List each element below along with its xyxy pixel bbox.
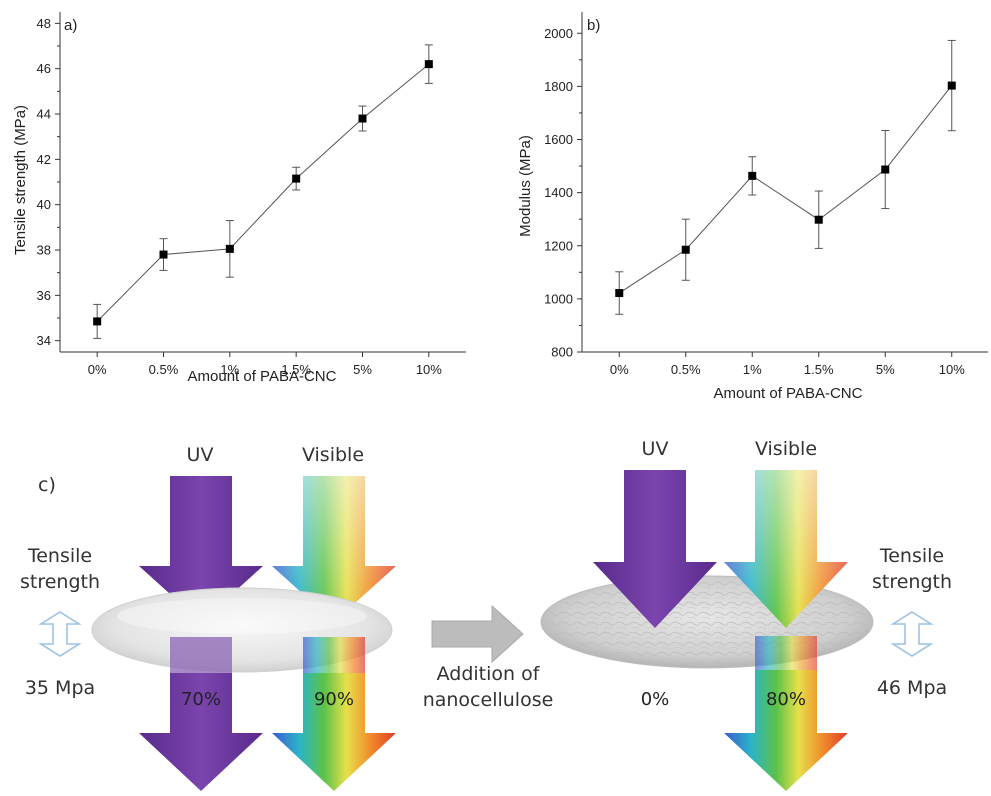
x-tick-label: 0% (610, 362, 629, 377)
x-tick-label: 10% (416, 362, 442, 377)
data-point-marker (947, 81, 956, 90)
y-tick-label: 1600 (544, 132, 573, 147)
panel-b-y-axis-label: Modulus (MPa) (517, 135, 534, 237)
right-uv-label: UV (642, 438, 669, 460)
y-tick-label: 36 (37, 288, 51, 303)
data-point-marker (615, 289, 624, 298)
y-tick-label: 1200 (544, 238, 573, 253)
left-film-highlight (117, 598, 367, 634)
panel-a-series (93, 44, 433, 339)
panel-a-y-ticks: 34 36 38 40 42 44 46 48 (37, 16, 60, 348)
data-point-marker (159, 250, 168, 259)
panel-a-axes (59, 12, 466, 353)
right-strength-double-arrow (890, 611, 934, 657)
panel-a-x-ticks: 0% 0.5% 1% 1.5% 5% 10% (88, 352, 442, 377)
process-arrow (431, 604, 524, 664)
panel-b-series (615, 39, 956, 315)
y-tick-label: 42 (37, 152, 51, 167)
process-label-line1: Addition of (437, 663, 541, 685)
y-tick-label: 48 (37, 16, 51, 31)
x-tick-label: 5% (876, 362, 895, 377)
left-strength-label-line2: strength (20, 571, 100, 593)
panel-a-y-axis-label: Tensile strength (MPa) (12, 105, 29, 255)
x-tick-label: 10% (939, 362, 965, 377)
y-tick-label: 2000 (544, 26, 573, 41)
right-visible-label: Visible (755, 438, 817, 460)
y-tick-label: 44 (37, 107, 51, 122)
right-visible-incoming-arrow (724, 470, 848, 628)
y-tick-label: 1400 (544, 185, 573, 200)
data-point-marker (225, 244, 234, 253)
series-line (618, 85, 953, 294)
left-uv-outgoing-arrow (139, 637, 263, 791)
series-line (96, 63, 430, 322)
diagram-panel-c: c) UV Visible 70% 90% Tensile strength (20, 438, 952, 791)
left-visible-transmission: 90% (314, 689, 354, 710)
panel-b-y-ticks: 800 1000 1200 1400 1600 1800 2000 (544, 26, 582, 360)
y-tick-label: 34 (37, 333, 51, 348)
left-uv-label: UV (187, 444, 214, 466)
left-strength-value: 35 Mpa (25, 677, 95, 699)
data-point-marker (93, 317, 102, 326)
data-point-marker (881, 165, 890, 174)
data-point-marker (748, 171, 757, 180)
left-visible-incoming-arrow (272, 476, 396, 622)
right-uv-transmission: 0% (641, 689, 670, 710)
right-uv-incoming-arrow (593, 470, 717, 628)
y-tick-label: 1000 (544, 291, 573, 306)
right-strength-value: 46 Mpa (877, 677, 947, 699)
panel-b-letter: b) (587, 17, 600, 34)
right-visible-transmission: 80% (766, 689, 806, 710)
y-tick-label: 38 (37, 243, 51, 258)
y-tick-label: 800 (551, 345, 573, 360)
left-uv-incoming-arrow (139, 476, 263, 622)
panel-b-axes (581, 12, 988, 353)
left-strength-double-arrow (38, 611, 82, 657)
data-point-marker (681, 245, 690, 254)
x-tick-label: 1% (220, 362, 239, 377)
left-visible-outgoing-arrow (272, 637, 396, 791)
panel-b-x-axis-label: Amount of PABA-CNC (714, 385, 863, 402)
panel-c-letter: c) (38, 474, 56, 496)
right-visible-outgoing-arrow (724, 636, 848, 791)
chart-panel-a: a) 34 36 38 40 42 44 46 48 0% 0.5% 1% 1.5% 5% 10% Am… (12, 12, 466, 385)
data-point-marker (358, 114, 367, 123)
panel-a-x-axis-label: Amount of PABA-CNC (188, 368, 337, 385)
y-tick-label: 40 (37, 197, 51, 212)
right-strength-label-line2: strength (872, 571, 952, 593)
x-tick-label: 0.5% (149, 362, 179, 377)
left-strength-label-line1: Tensile (27, 545, 92, 567)
data-point-marker (292, 174, 301, 183)
panel-a-letter: a) (64, 17, 77, 34)
data-point-marker (814, 215, 823, 224)
x-tick-label: 0.5% (671, 362, 701, 377)
panel-b-x-ticks: 0% 0.5% 1% 1.5% 5% 10% (610, 352, 965, 377)
x-tick-label: 5% (353, 362, 372, 377)
y-tick-label: 1800 (544, 79, 573, 94)
right-strength-label-line1: Tensile (879, 545, 944, 567)
x-tick-label: 1% (743, 362, 762, 377)
x-tick-label: 1.5% (804, 362, 834, 377)
process-label-line2: nanocellulose (423, 689, 554, 711)
x-tick-label: 1.5% (281, 362, 311, 377)
left-visible-label: Visible (302, 444, 364, 466)
data-point-marker (424, 60, 433, 69)
chart-panel-b: b) 800 1000 1200 1400 1600 1800 2000 0% 0.5% 1% 1… (517, 12, 988, 402)
y-tick-label: 46 (37, 61, 51, 76)
left-uv-transmission: 70% (181, 689, 221, 710)
x-tick-label: 0% (88, 362, 107, 377)
